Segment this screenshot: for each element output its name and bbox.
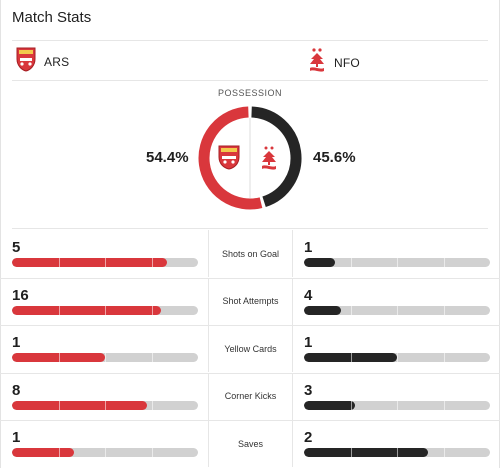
home-stat-value: 8 xyxy=(12,381,21,399)
bar-segment-divider xyxy=(105,258,106,267)
bar-segment-divider xyxy=(58,305,60,315)
bar-segment-divider xyxy=(397,258,398,267)
bar-segment-divider xyxy=(58,400,60,410)
nottingham-forest-crest-icon xyxy=(262,146,276,170)
away-stat-value: 3 xyxy=(304,381,313,399)
bar-segment-divider xyxy=(397,448,398,457)
possession-donut-chart xyxy=(198,106,302,210)
home-stat-value: 16 xyxy=(12,286,29,304)
bar-segment-divider xyxy=(58,448,60,457)
stat-row: 8 3 Corner Kicks xyxy=(0,372,500,420)
bar-segment-divider xyxy=(443,400,445,410)
arsenal-crest-icon xyxy=(16,47,36,77)
home-stat-value: 1 xyxy=(12,429,21,446)
bar-segment-divider xyxy=(443,353,445,362)
home-stat-bar xyxy=(12,258,198,267)
home-stat-bar xyxy=(12,448,198,457)
away-stat-bar xyxy=(304,258,490,267)
bar-segment-divider xyxy=(105,448,106,457)
bar-segment-divider xyxy=(151,305,153,315)
home-stat-bar xyxy=(12,353,198,362)
home-stat-bar xyxy=(12,400,198,410)
arsenal-crest-icon xyxy=(218,145,240,170)
away-possession-value: 45.6% xyxy=(313,149,356,166)
bar-segment-divider xyxy=(350,400,352,410)
away-stat-bar-fill xyxy=(304,448,428,457)
home-team[interactable]: ARS xyxy=(16,47,69,77)
divider xyxy=(12,80,488,81)
stat-label: Shot Attempts xyxy=(208,277,293,325)
stat-row: 1 1 Yellow Cards xyxy=(0,325,500,372)
bar-segment-divider xyxy=(350,353,352,362)
bar-segment-divider xyxy=(443,258,445,267)
stat-label: Corner Kicks xyxy=(208,372,293,420)
page-title: Match Stats xyxy=(12,9,92,26)
bar-segment-divider xyxy=(151,400,153,410)
away-team-abbr: NFO xyxy=(334,55,360,70)
away-stat-bar-fill xyxy=(304,305,342,315)
bar-segment-divider xyxy=(350,305,352,315)
teams-row: ARS NFO xyxy=(12,41,488,79)
away-stat-value: 4 xyxy=(304,286,313,304)
home-possession-arc xyxy=(198,106,263,210)
away-team[interactable]: NFO xyxy=(308,47,360,78)
bar-segment-divider xyxy=(58,258,60,267)
away-stat-bar xyxy=(304,353,490,362)
away-stat-value: 1 xyxy=(304,334,313,351)
away-stat-bar-fill xyxy=(304,258,335,267)
away-stat-bar xyxy=(304,305,490,315)
bar-segment-divider xyxy=(443,305,445,315)
row-divider xyxy=(0,420,500,421)
away-stat-value: 1 xyxy=(304,239,313,256)
row-divider xyxy=(0,277,500,279)
bar-segment-divider xyxy=(350,448,352,457)
bar-segment-divider xyxy=(151,448,153,457)
bar-segment-divider xyxy=(443,448,445,457)
home-stat-value: 5 xyxy=(12,239,21,256)
row-divider xyxy=(0,325,500,326)
home-team-abbr: ARS xyxy=(44,55,70,69)
bar-segment-divider xyxy=(58,353,60,362)
away-possession-arc xyxy=(251,106,302,208)
bar-segment-divider xyxy=(105,353,106,362)
bar-segment-divider xyxy=(397,305,398,315)
bar-segment-divider xyxy=(105,400,106,410)
nottingham-forest-crest-icon xyxy=(308,47,326,78)
home-stat-bar xyxy=(12,305,198,315)
stat-row: 16 4 Shot Attempts xyxy=(0,277,500,325)
home-stat-bar-fill xyxy=(12,448,74,457)
row-divider xyxy=(0,372,500,374)
stat-label: Shots on Goal xyxy=(208,230,293,277)
bar-segment-divider xyxy=(151,258,153,267)
home-stat-bar-fill xyxy=(12,258,167,267)
away-stat-bar-fill xyxy=(304,400,355,410)
bar-segment-divider xyxy=(397,400,398,410)
home-stat-bar-fill xyxy=(12,305,161,315)
home-possession-value: 54.4% xyxy=(146,149,189,166)
stat-label: Saves xyxy=(208,420,293,467)
stat-label: Yellow Cards xyxy=(208,325,293,372)
stat-row: 5 1 Shots on Goal xyxy=(0,230,500,277)
away-stat-value: 2 xyxy=(304,429,313,446)
home-stat-bar-fill xyxy=(12,400,148,410)
bar-segment-divider xyxy=(151,353,153,362)
stat-row: 1 2 Saves xyxy=(0,420,500,467)
bar-segment-divider xyxy=(105,305,106,315)
divider xyxy=(12,228,488,229)
away-stat-bar xyxy=(304,400,490,410)
divider xyxy=(12,40,488,41)
bar-segment-divider xyxy=(397,353,398,362)
away-stat-bar xyxy=(304,448,490,457)
home-stat-value: 1 xyxy=(12,334,21,351)
bar-segment-divider xyxy=(350,258,352,267)
possession-label: POSSESSION xyxy=(217,88,283,98)
